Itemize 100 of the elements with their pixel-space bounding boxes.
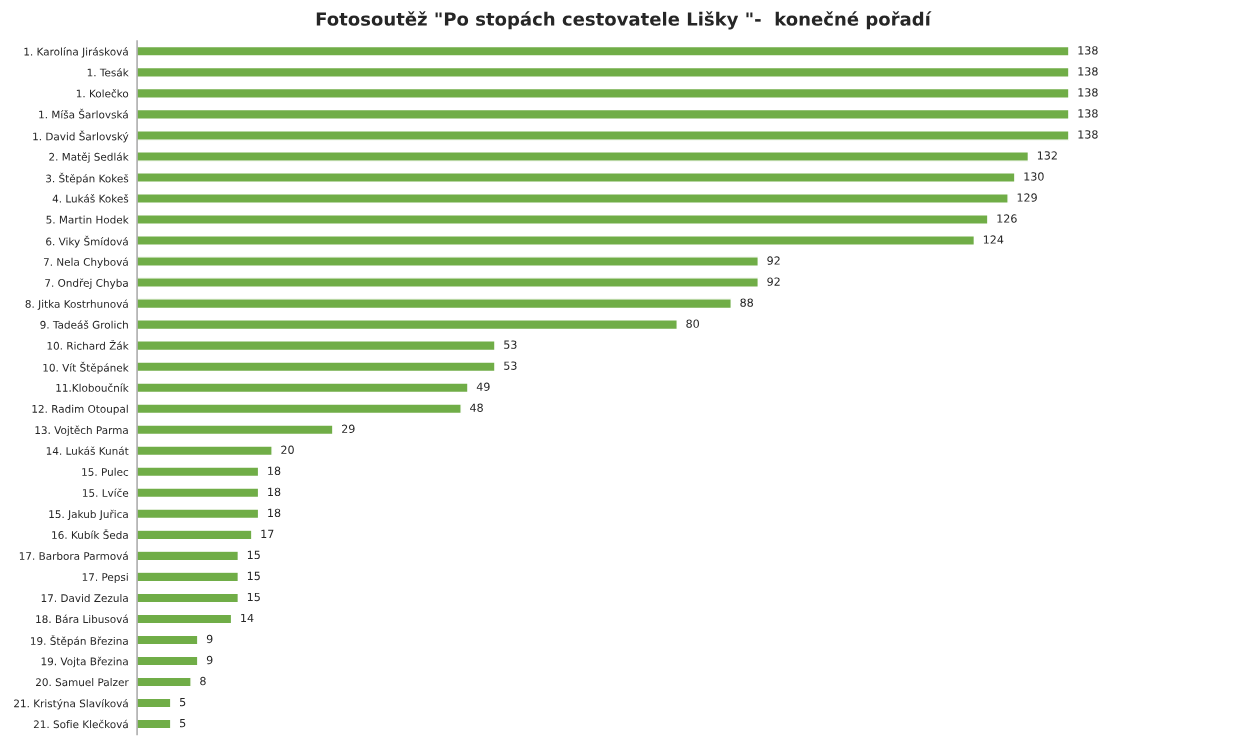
data-label: 132 [1037, 151, 1057, 160]
data-label: 5 [180, 719, 186, 728]
bar [137, 697, 172, 709]
bar [137, 592, 240, 604]
bar [137, 403, 462, 415]
data-label: 49 [476, 382, 490, 391]
y-tick-label: 6. Viky Šmídová [46, 235, 128, 248]
y-tick-label: 20. Samuel Palzer [36, 678, 129, 687]
bar [137, 634, 199, 646]
data-label: 5 [180, 698, 186, 707]
bar [137, 277, 759, 289]
bar [137, 87, 1070, 99]
data-label: 130 [1024, 172, 1044, 181]
bar [137, 382, 469, 394]
bar [137, 108, 1070, 120]
data-label: 92 [767, 277, 780, 286]
chart-title: Fotosoutěž "Po stopách cestovatele Lišky "- konečné pořadí [316, 11, 932, 30]
data-label: 92 [767, 256, 780, 265]
data-label: 14 [241, 613, 254, 623]
y-tick-label: 10. Vít Štěpánek [43, 361, 129, 374]
data-label: 8 [200, 676, 206, 686]
data-label: 53 [504, 361, 517, 370]
bar [137, 298, 732, 310]
y-tick-label: 8. Jitka Kostrhunová [25, 299, 128, 310]
y-tick-label: 12. Radim Otoupal [32, 404, 128, 415]
data-label: 9 [206, 634, 213, 644]
data-label: 15 [247, 550, 260, 560]
y-tick-label: 19. Vojta Březina [41, 656, 128, 668]
bar [137, 361, 496, 373]
data-label: 29 [342, 424, 355, 433]
data-label: 88 [740, 298, 753, 307]
y-tick-label: 14. Lukáš Kunát [46, 446, 129, 455]
data-label: 15 [247, 571, 260, 581]
bar [137, 45, 1070, 57]
y-tick-label: 1. Tesák [87, 67, 129, 77]
bar [137, 424, 334, 436]
data-label: 126 [997, 214, 1017, 223]
y-tick-label: 3. Štěpán Kokeš [46, 172, 129, 185]
y-tick-label: 9. Tadeáš Grolich [40, 320, 128, 329]
data-label: 9 [206, 655, 213, 665]
bar [137, 151, 1030, 162]
y-tick-label: 1. Karolína Jirásková [24, 47, 128, 58]
bar [137, 319, 678, 331]
y-tick-label: 11.Kloboučník [56, 383, 129, 392]
bar [137, 340, 496, 352]
bar [137, 655, 199, 667]
data-label: 138 [1078, 109, 1098, 118]
y-tick-label: 21. Sofie Klečková [33, 719, 128, 729]
data-label: 20 [281, 445, 294, 454]
y-tick-label: 7. Nela Chybová [43, 257, 128, 268]
y-tick-label: 16. Kubík Šeda [52, 529, 128, 539]
y-tick-label: 1. Míša Šarlovská [39, 108, 128, 119]
y-tick-label: 4. Lukáš Kokeš [52, 194, 129, 203]
y-tick-label: 17. David Zezula [41, 593, 128, 603]
y-tick-label: 18. Bára Libusová [36, 614, 128, 624]
bar [137, 571, 240, 583]
bar [137, 718, 172, 730]
bar [137, 235, 976, 246]
data-label: 80 [686, 319, 699, 328]
y-tick-label: 7. Ondřej Chyba [45, 278, 128, 289]
data-label: 53 [504, 340, 517, 349]
bar [137, 613, 233, 625]
data-label: 18 [268, 487, 281, 497]
data-label: 138 [1078, 130, 1098, 139]
bar [137, 66, 1070, 78]
y-tick-label: 13. Vojtěch Parma [35, 425, 128, 437]
data-label: 17 [261, 529, 274, 538]
data-label: 138 [1078, 46, 1098, 55]
y-tick-label: 19. Štěpán Březina [31, 635, 128, 647]
bar [137, 487, 260, 499]
bar [137, 193, 1009, 204]
y-tick-label: 17. Pepsi [82, 572, 128, 584]
bar [137, 466, 260, 478]
bar [137, 508, 260, 520]
y-tick-label: 15. Pulec [82, 467, 129, 476]
bar [137, 172, 1016, 183]
y-tick-label: 2. Matěj Sedlák [49, 152, 129, 163]
data-label: 18 [268, 508, 281, 518]
bar [137, 256, 759, 267]
y-tick-label: 15. Jakub Juřica [49, 509, 128, 521]
data-label: 48 [470, 403, 483, 412]
y-tick-label: 21. Kristýna Slavíková [14, 698, 128, 710]
data-label: 18 [268, 466, 281, 476]
data-label: 138 [1078, 67, 1098, 76]
bar [137, 129, 1070, 141]
y-tick-label: 15. Lvíče [82, 488, 129, 497]
y-tick-label: 1. David Šarlovský [33, 130, 129, 143]
y-tick-label: 10. Richard Žák [47, 339, 129, 350]
data-label: 124 [983, 235, 1004, 244]
bar [137, 214, 989, 225]
y-tick-label: 1. Kolečko [76, 88, 129, 98]
bar [137, 529, 253, 541]
data-label: 138 [1078, 88, 1098, 97]
bar [137, 445, 273, 457]
bar [137, 550, 240, 562]
data-label: 15 [247, 592, 260, 602]
data-label: 129 [1017, 193, 1037, 202]
bar [137, 676, 192, 688]
y-tick-label: 5. Martin Hodek [46, 215, 129, 224]
y-tick-label: 17. Barbora Parmová [19, 551, 128, 560]
